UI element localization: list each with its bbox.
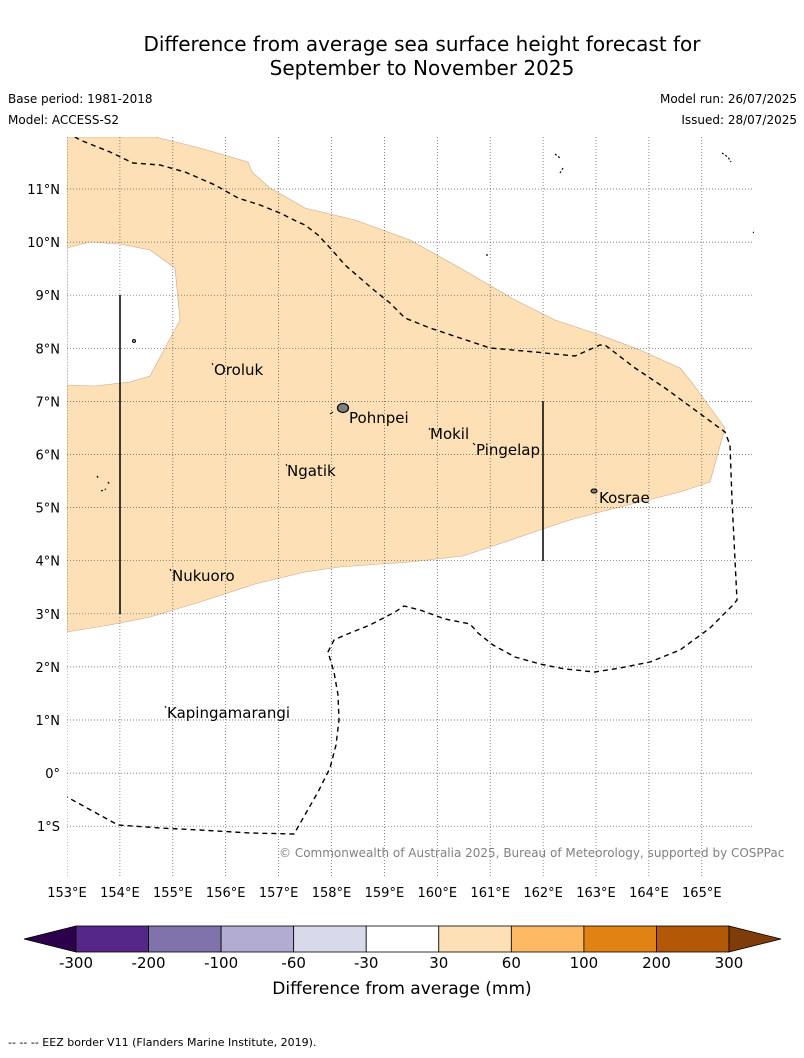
lon-label: 156°E	[206, 886, 246, 901]
lon-label: 164°E	[629, 886, 669, 901]
base-period: Base period: 1981-2018	[8, 92, 153, 106]
lat-label: 2°N	[36, 661, 61, 676]
lon-label: 163°E	[576, 886, 616, 901]
lat-label: 4°N	[36, 555, 61, 570]
place-label-kapingamarangi: Kapingamarangi	[167, 704, 290, 722]
eez-footnote: -- -- -- EEZ border V11 (Flanders Marine…	[8, 1036, 317, 1049]
lat-label: 8°N	[36, 342, 61, 357]
lat-label: 0°	[45, 767, 60, 782]
lon-label: 159°E	[365, 886, 405, 901]
colorbar-tick-label: 30	[429, 954, 448, 972]
colorbar-tick-label: 300	[715, 954, 744, 972]
islands	[131, 338, 598, 494]
anomaly-region	[67, 137, 726, 633]
place-label-ngatik: Ngatik	[287, 462, 336, 480]
lat-label: 9°N	[36, 289, 61, 304]
colorbar-segment	[220, 925, 295, 953]
graticule	[67, 137, 754, 878]
issued-date: Issued: 28/07/2025	[681, 113, 797, 127]
colorbar-segment	[148, 925, 222, 953]
colorbar-tick-label: -60	[281, 954, 306, 972]
lat-label: 5°N	[36, 502, 61, 517]
map-title: Difference from average sea surface heig…	[0, 32, 804, 80]
lon-label: 162°E	[523, 886, 563, 901]
colorbar-tick-label: -100	[204, 954, 238, 972]
colorbar-tick-labels: -300 -200 -100 -60 -30 30 60 100 200 300	[59, 954, 743, 972]
lat-label: 7°N	[36, 395, 61, 410]
lon-label: 157°E	[259, 886, 299, 901]
lat-label: 6°N	[36, 449, 61, 464]
place-label-kosrae: Kosrae	[599, 489, 650, 507]
place-label-pohnpei: Pohnpei	[349, 409, 409, 427]
lon-label: 165°E	[682, 886, 722, 901]
lat-label: 11°N	[27, 183, 60, 198]
longitude-labels: 153°E 154°E 155°E 156°E 157°E 158°E 159°E 160°E…	[47, 886, 721, 901]
colorbar-tick-label: -200	[132, 954, 166, 972]
lon-label: 153°E	[47, 886, 87, 901]
lat-label: 3°N	[36, 608, 61, 623]
place-markers	[164, 362, 476, 709]
colorbar-segment	[656, 925, 730, 953]
colorbar-segment	[510, 925, 585, 953]
kosrae-island	[590, 488, 598, 494]
colorbar-segment	[293, 925, 367, 953]
lon-label: 161°E	[470, 886, 510, 901]
colorbar-segment	[438, 925, 512, 953]
colorbar-extend-low	[23, 925, 77, 953]
colorbar-extend-high	[728, 925, 782, 953]
place-label-oroluk: Oroluk	[214, 361, 263, 379]
colorbar-tick-label: 60	[502, 954, 521, 972]
lon-label: 155°E	[153, 886, 193, 901]
place-label-pingelap: Pingelap	[476, 441, 540, 459]
eez-border	[67, 137, 738, 835]
copyright-notice: © Commonwealth of Australia 2025, Bureau…	[279, 846, 785, 860]
colorbar	[23, 925, 782, 953]
title-line-1: Difference from average sea surface heig…	[143, 32, 701, 56]
colorbar-segment	[75, 925, 149, 953]
eez-fragments	[96, 152, 754, 492]
place-label-nukuoro: Nukuoro	[172, 567, 235, 585]
latitude-labels: 11°N 10°N 9°N 8°N 7°N 6°N 5°N 4°N 3°N 2°N 1°N 0° 1°S	[27, 183, 60, 835]
lat-label: 1°N	[36, 714, 61, 729]
colorbar-segment	[365, 925, 440, 953]
colorbar-tick-label: 100	[570, 954, 599, 972]
lon-label: 154°E	[100, 886, 140, 901]
lon-label: 158°E	[312, 886, 352, 901]
colorbar-tick-label: 200	[642, 954, 671, 972]
pohnpei-island	[336, 402, 350, 414]
colorbar-segment	[583, 925, 657, 953]
place-label-mokil: Mokil	[430, 425, 469, 443]
model-name: Model: ACCESS-S2	[8, 113, 120, 127]
map-panel	[67, 137, 754, 878]
title-line-2: September to November 2025	[269, 56, 575, 80]
colorbar-tick-label: -300	[59, 954, 93, 972]
colorbar-tick-label: -30	[354, 954, 379, 972]
lat-label: 10°N	[27, 236, 60, 251]
colorbar-title: Difference from average (mm)	[272, 979, 532, 999]
small-island	[131, 338, 136, 343]
lon-label: 160°E	[418, 886, 458, 901]
lat-label: 1°S	[37, 820, 60, 835]
model-run-date: Model run: 26/07/2025	[659, 92, 797, 106]
